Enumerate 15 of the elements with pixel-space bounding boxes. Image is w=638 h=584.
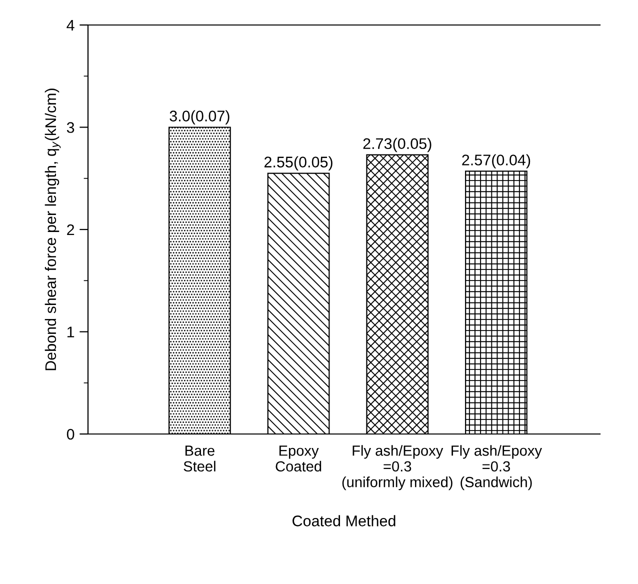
data-label: 2.55(0.05) [264, 156, 332, 170]
x-tick-label: Epoxy Coated [276, 446, 322, 472]
y-axis-title: Debond shear force per length, q$_{y}$(kN/cm) [44, 88, 61, 370]
data-label: 3.0(0.07) [170, 110, 230, 124]
y-tick-label: 4 [66, 20, 74, 31]
y-tick-label: 2 [67, 224, 74, 236]
x-tick-label: Bare Steel [184, 446, 216, 472]
y-tick-label: 1 [67, 326, 74, 338]
x-tick-label: Fly ash/Epoxy =0.3 (uniformly mixed) [342, 445, 452, 490]
data-label: 2.57(0.04) [462, 154, 530, 168]
y-tick-label: 3 [66, 122, 74, 133]
x-axis-title: Coated Methed [292, 515, 396, 526]
data-label: 2.73(0.05) [363, 138, 432, 152]
y-tick-label: 0 [66, 428, 74, 440]
x-tick-label: Fly ash/Epoxy =0.3 (Sandwich) [452, 445, 542, 490]
